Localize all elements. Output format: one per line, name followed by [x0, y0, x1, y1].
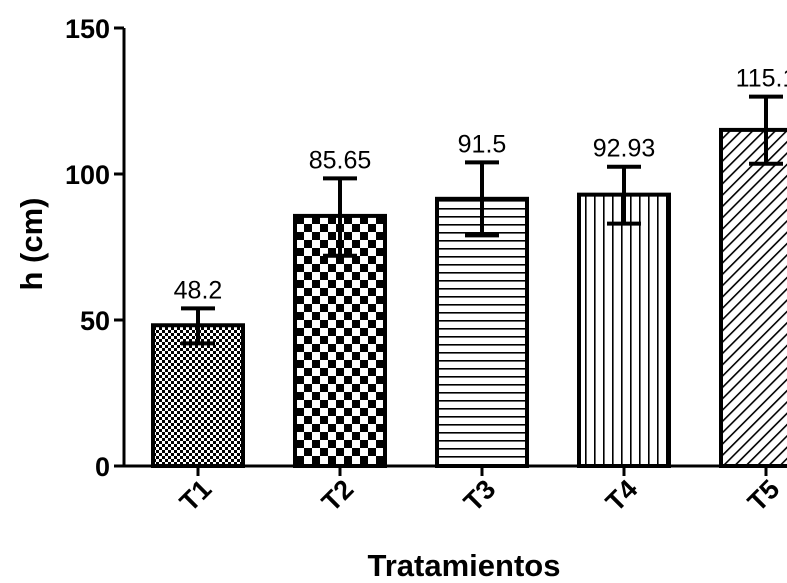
data-label: 92.93: [593, 135, 656, 163]
x-tick-label: T3: [458, 474, 501, 517]
y-tick-label: 50: [80, 306, 110, 336]
y-tick-label: 100: [65, 160, 110, 190]
data-label: 115.1: [736, 65, 787, 93]
plot-area: 0 50 100 150 48.2 T1 85.65 T2 91.5 T3 92.93 T4 115.1…: [65, 14, 787, 517]
data-label: 48.2: [174, 276, 223, 304]
x-tick-label: T5: [742, 474, 785, 517]
x-tick-label: T2: [316, 474, 359, 517]
x-tick-label: T4: [600, 474, 643, 517]
y-tick-label: 0: [95, 452, 110, 482]
y-tick-label: 150: [65, 14, 110, 44]
bar-t1: [151, 323, 245, 469]
data-label: 91.5: [458, 130, 507, 158]
y-axis-title: h (cm): [14, 198, 49, 291]
bar-t4: [577, 192, 671, 468]
x-tick-label: T1: [174, 474, 217, 517]
x-axis-title: Tratamientos: [368, 548, 561, 583]
data-label: 85.65: [309, 146, 372, 174]
bar-t3: [435, 196, 529, 468]
bar-t5: [719, 127, 787, 469]
